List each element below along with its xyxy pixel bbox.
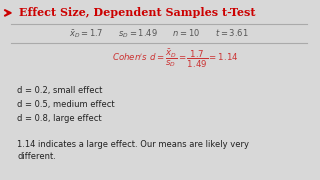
Text: d = 0.5, medium effect: d = 0.5, medium effect xyxy=(17,100,115,109)
Text: $\mathit{Cohen's}\ d = \dfrac{\bar{x}_D}{s_D} = \dfrac{1.7}{1.49} = 1.14$: $\mathit{Cohen's}\ d = \dfrac{\bar{x}_D}… xyxy=(112,48,238,70)
Text: d = 0.2, small effect: d = 0.2, small effect xyxy=(17,86,102,94)
Text: d = 0.8, large effect: d = 0.8, large effect xyxy=(17,114,102,123)
Text: Effect Size, Dependent Samples t-Test: Effect Size, Dependent Samples t-Test xyxy=(19,7,255,18)
Text: $\bar{x}_D = 1.7 \quad\quad s_D = 1.49 \quad\quad n = 10 \quad\quad t = 3.61$: $\bar{x}_D = 1.7 \quad\quad s_D = 1.49 \… xyxy=(69,28,249,40)
Text: 1.14 indicates a large effect. Our means are likely very
different.: 1.14 indicates a large effect. Our means… xyxy=(17,140,249,161)
